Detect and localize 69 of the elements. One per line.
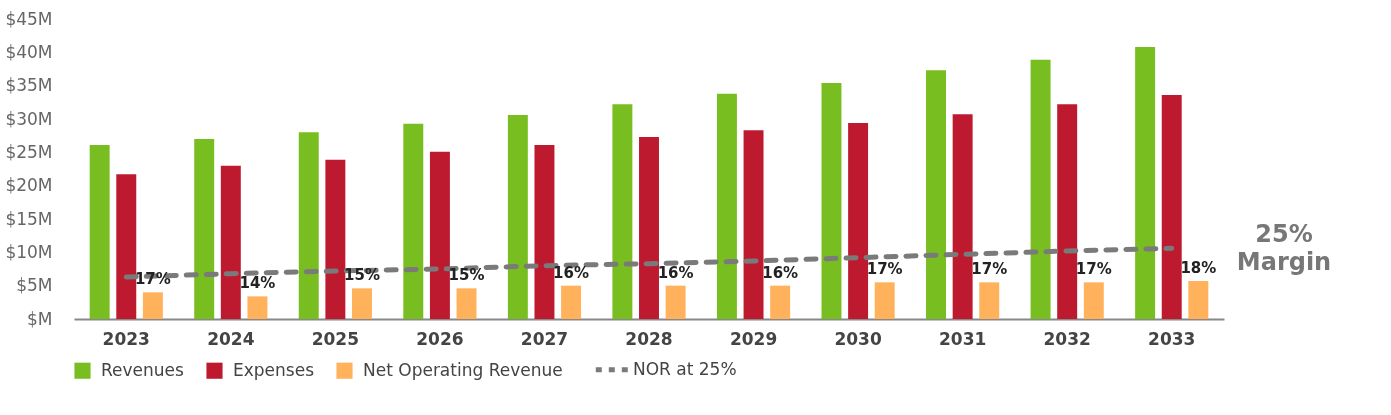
y-tick-label: $25M <box>5 141 53 162</box>
x-tick-label: 2032 <box>1043 328 1091 349</box>
x-tick-label: 2033 <box>1148 328 1196 349</box>
bar <box>770 285 791 319</box>
bar <box>1161 95 1182 319</box>
bar <box>116 174 137 319</box>
bar <box>848 123 869 319</box>
bar <box>507 115 528 319</box>
bar <box>1188 281 1209 319</box>
bar <box>352 288 372 319</box>
bar <box>1030 59 1051 319</box>
x-tick-label: 2025 <box>311 328 360 349</box>
legend-label: Net Operating Revenue <box>363 359 563 380</box>
annotation: 17% <box>866 260 903 279</box>
x-tick-label: 2031 <box>938 328 987 349</box>
text: 25% Margin <box>1236 220 1332 276</box>
bar <box>142 292 163 319</box>
bar <box>1135 47 1156 319</box>
annotation: 16% <box>657 263 694 282</box>
legend-label: Expenses <box>233 359 315 380</box>
bar <box>926 70 946 319</box>
bar <box>821 83 842 319</box>
annotation: 16% <box>553 263 590 282</box>
bar <box>716 93 737 319</box>
bar <box>403 123 424 319</box>
bar <box>743 130 764 319</box>
bar <box>247 296 268 319</box>
legend-label: NOR at 25% <box>633 358 737 379</box>
bar <box>429 151 450 319</box>
bar <box>1083 282 1104 319</box>
y-tick-label: $35M <box>5 75 53 96</box>
annotation: 14% <box>239 274 276 293</box>
x-tick-label: 2030 <box>834 328 882 349</box>
x-tick-label: 2029 <box>729 328 778 349</box>
annotation: 15% <box>448 266 485 285</box>
bar <box>534 145 555 319</box>
x-tick-label: 2023 <box>102 328 150 349</box>
bar <box>665 285 686 319</box>
y-tick-label: $10M <box>5 241 53 262</box>
annotation: 18% <box>1180 259 1217 277</box>
y-tick-label: $15M <box>5 208 53 229</box>
y-tick-label: $20M <box>5 175 53 196</box>
y-tick-label: $M <box>27 308 53 329</box>
bar <box>194 139 215 319</box>
annotation: 17% <box>971 260 1008 279</box>
y-tick-label: $45M <box>5 8 53 29</box>
bar <box>952 114 973 319</box>
annotation: 15% <box>344 266 380 285</box>
x-tick-label: 2024 <box>207 328 255 349</box>
x-tick-label: 2028 <box>625 328 673 349</box>
bar <box>298 132 319 319</box>
x-tick-label: 2027 <box>520 328 569 349</box>
annotation: 16% <box>762 263 799 282</box>
y-tick-label: $5M <box>16 275 53 296</box>
y-tick-label: $30M <box>5 108 53 129</box>
y-tick-label: $40M <box>5 41 53 62</box>
bar <box>456 288 477 319</box>
bar <box>1057 104 1078 319</box>
legend-label: Revenues <box>101 359 185 380</box>
bar <box>561 285 582 319</box>
bar <box>325 159 346 319</box>
bar <box>612 104 633 319</box>
bar <box>639 137 659 319</box>
bar <box>979 282 1000 319</box>
bar <box>89 145 110 319</box>
bar <box>874 282 895 319</box>
x-tick-label: 2026 <box>416 328 464 349</box>
annotation: 17% <box>1075 260 1112 279</box>
bar <box>220 165 241 319</box>
